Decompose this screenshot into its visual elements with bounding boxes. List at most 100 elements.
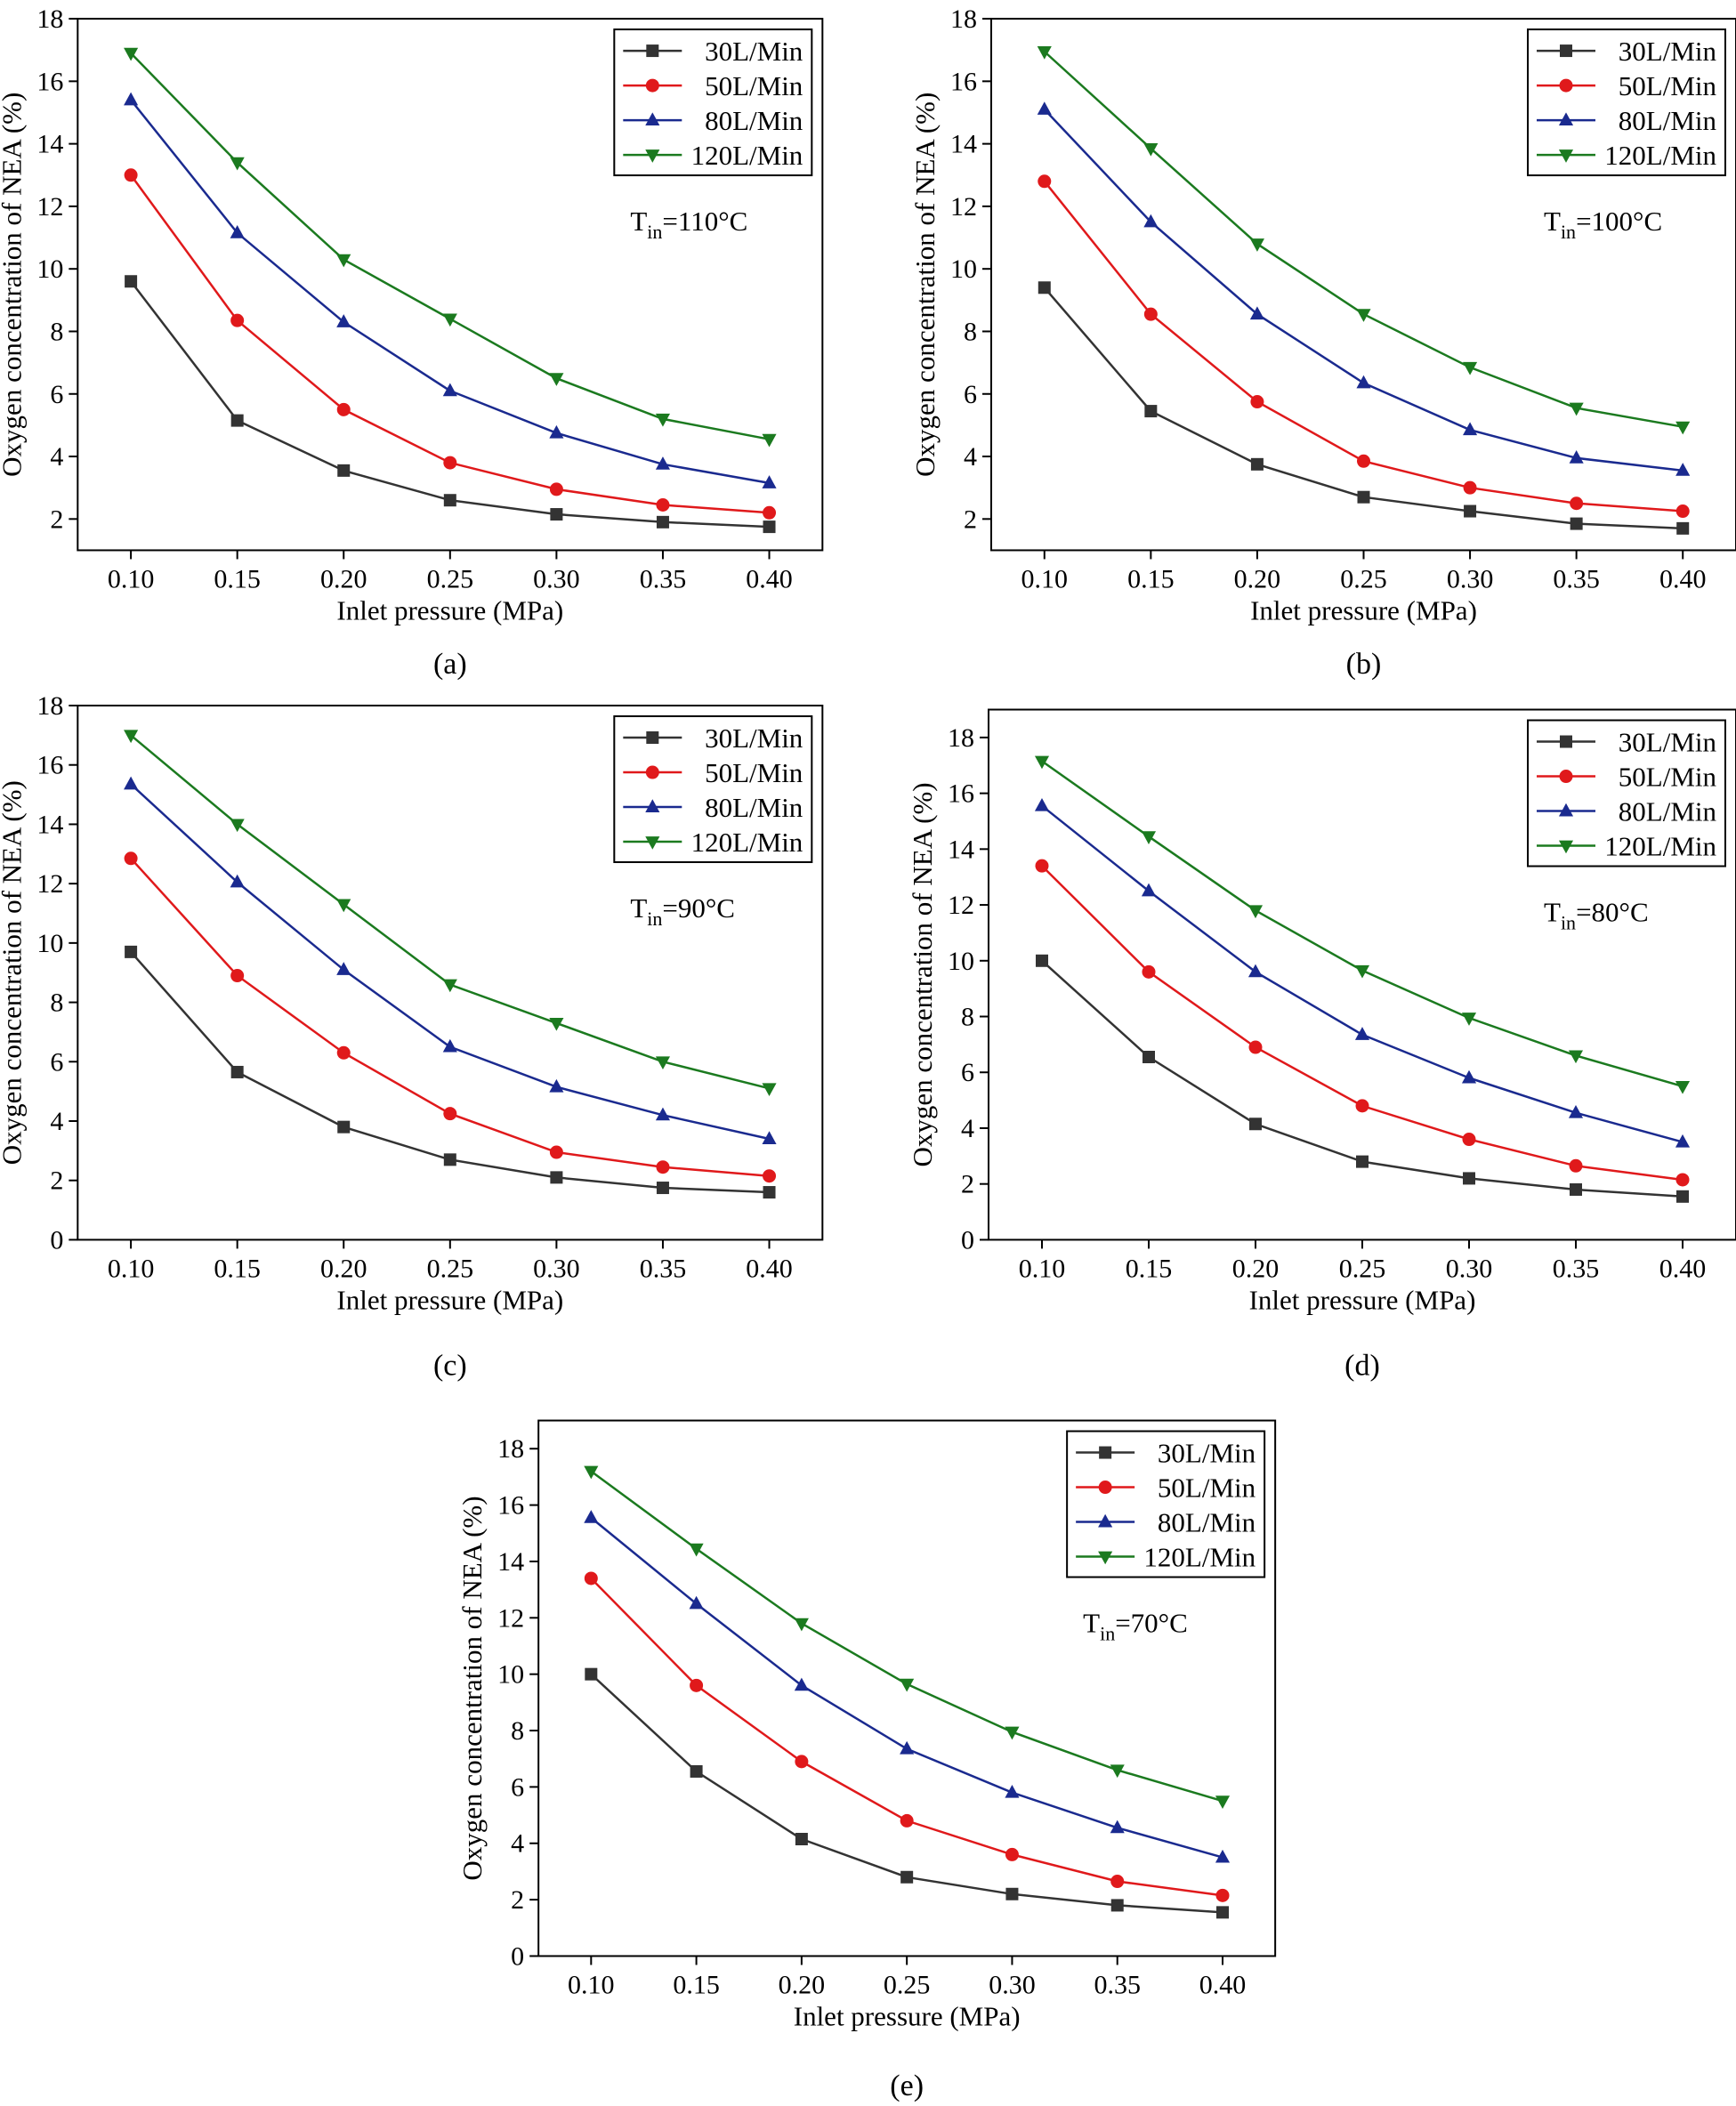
legend-marker [645, 149, 660, 163]
data-point-120l-min [1005, 1726, 1020, 1740]
data-point-30l-min [656, 1182, 669, 1195]
data-point-80l-min [1249, 306, 1264, 320]
x-tick-label: 0.35 [1553, 564, 1600, 593]
y-tick-label: 4 [50, 442, 63, 472]
y-tick-label: 16 [948, 779, 974, 809]
y-tick-label: 14 [950, 130, 977, 159]
data-point-80l-min [655, 1107, 671, 1121]
y-tick-label: 8 [964, 317, 977, 346]
temperature-annotation: Tin=110°C [630, 206, 747, 243]
data-point-30l-min [1676, 521, 1690, 535]
y-axis-label: Oxygen concentration of NEA (%) [907, 782, 938, 1166]
data-point-120l-min [1463, 361, 1478, 375]
y-tick-label: 2 [961, 1170, 974, 1199]
legend-label: 50L/Min [1619, 762, 1717, 793]
x-tick-label: 0.20 [1234, 564, 1281, 593]
data-point-120l-min [1461, 1013, 1477, 1026]
chart-panel-c: 0.10 0.15 0.20 0.25 0.30 0.35 0.40 0 2 4 6 8 10 12 14 1… [0, 691, 824, 1382]
data-point-50l-min [230, 313, 245, 327]
data-point-120l-min [1037, 46, 1052, 60]
y-tick-label: 14 [36, 130, 63, 159]
x-tick-label: 0.15 [1126, 1254, 1173, 1283]
data-point-30l-min [585, 1667, 598, 1681]
legend-label: 50L/Min [705, 70, 803, 101]
panel-label: (d) [1344, 1349, 1380, 1382]
x-tick-label: 0.10 [1021, 564, 1069, 593]
data-point-30l-min [125, 275, 138, 288]
legend-label: 120L/Min [1604, 831, 1716, 862]
data-point-50l-min [549, 1145, 563, 1159]
data-point-50l-min [443, 456, 457, 470]
y-tick-label: 6 [961, 1058, 974, 1087]
x-tick-label: 0.40 [1199, 1970, 1247, 1999]
data-point-30l-min [550, 1171, 563, 1184]
data-point-120l-min [1034, 755, 1050, 770]
data-point-120l-min [1569, 402, 1584, 416]
data-point-30l-min [1570, 517, 1583, 530]
data-point-50l-min [1675, 504, 1690, 519]
legend-marker [1098, 1551, 1113, 1565]
data-point-120l-min [442, 979, 457, 993]
data-point-50l-min [1570, 496, 1584, 511]
data-point-50l-min [1569, 1158, 1583, 1173]
x-tick-label: 0.20 [779, 1970, 826, 1999]
x-axis-label: Inlet pressure (MPa) [1250, 594, 1477, 625]
x-tick-label: 0.30 [533, 1254, 580, 1283]
data-point-80l-min [1675, 463, 1691, 476]
data-point-50l-min [584, 1571, 598, 1586]
y-tick-label: 10 [948, 947, 974, 976]
y-tick-label: 12 [950, 192, 977, 222]
data-point-80l-min [1354, 1027, 1370, 1040]
data-point-120l-min [762, 1083, 777, 1097]
y-tick-label: 18 [948, 723, 974, 753]
data-point-120l-min [124, 47, 139, 61]
data-point-80l-min [1675, 1134, 1691, 1148]
data-point-80l-min [549, 424, 564, 439]
y-tick-label: 10 [950, 254, 977, 284]
x-tick-label: 0.10 [1019, 1254, 1066, 1283]
data-point-30l-min [795, 1832, 808, 1845]
data-point-80l-min [794, 1677, 809, 1691]
data-point-30l-min [1355, 1155, 1369, 1168]
legend-marker [1098, 1513, 1113, 1528]
legend-marker [1558, 840, 1574, 854]
x-tick-label: 0.15 [1127, 564, 1175, 593]
y-tick-label: 6 [50, 1047, 63, 1077]
x-axis-label: Inlet pressure (MPa) [336, 1284, 563, 1315]
x-tick-label: 0.25 [1339, 1254, 1386, 1283]
legend-label: 120L/Min [1604, 140, 1716, 171]
legend-marker [1559, 78, 1573, 93]
x-tick-label: 0.35 [1094, 1970, 1141, 1999]
data-point-80l-min [442, 1038, 457, 1053]
data-point-50l-min [1035, 859, 1049, 873]
x-tick-label: 0.35 [1553, 1254, 1600, 1283]
data-point-30l-min [763, 1186, 776, 1199]
y-tick-label: 12 [948, 891, 974, 920]
data-point-80l-min [762, 475, 777, 488]
data-point-80l-min [336, 314, 351, 327]
data-point-80l-min [230, 225, 245, 238]
data-point-120l-min [1249, 238, 1264, 252]
y-axis-label: Oxygen concentration of NEA (%) [0, 780, 27, 1165]
data-point-120l-min [584, 1465, 599, 1480]
data-point-80l-min [1143, 214, 1159, 228]
data-point-80l-min [900, 1740, 915, 1755]
data-point-50l-min [1356, 454, 1370, 468]
data-point-30l-min [337, 464, 351, 477]
data-point-30l-min [656, 515, 669, 529]
data-point-50l-min [763, 1169, 777, 1183]
data-point-30l-min [1110, 1899, 1124, 1912]
data-point-120l-min [1110, 1764, 1125, 1779]
x-tick-label: 0.40 [746, 564, 793, 593]
data-point-50l-min [1462, 1133, 1476, 1147]
data-point-30l-min [763, 520, 776, 534]
x-tick-label: 0.40 [1659, 1254, 1707, 1283]
legend-label: 30L/Min [1619, 36, 1717, 67]
legend-marker [1099, 1446, 1112, 1459]
x-tick-label: 0.10 [108, 1254, 155, 1283]
y-tick-label: 4 [511, 1829, 524, 1859]
data-point-120l-min [549, 1017, 564, 1031]
y-tick-label: 14 [497, 1547, 524, 1577]
